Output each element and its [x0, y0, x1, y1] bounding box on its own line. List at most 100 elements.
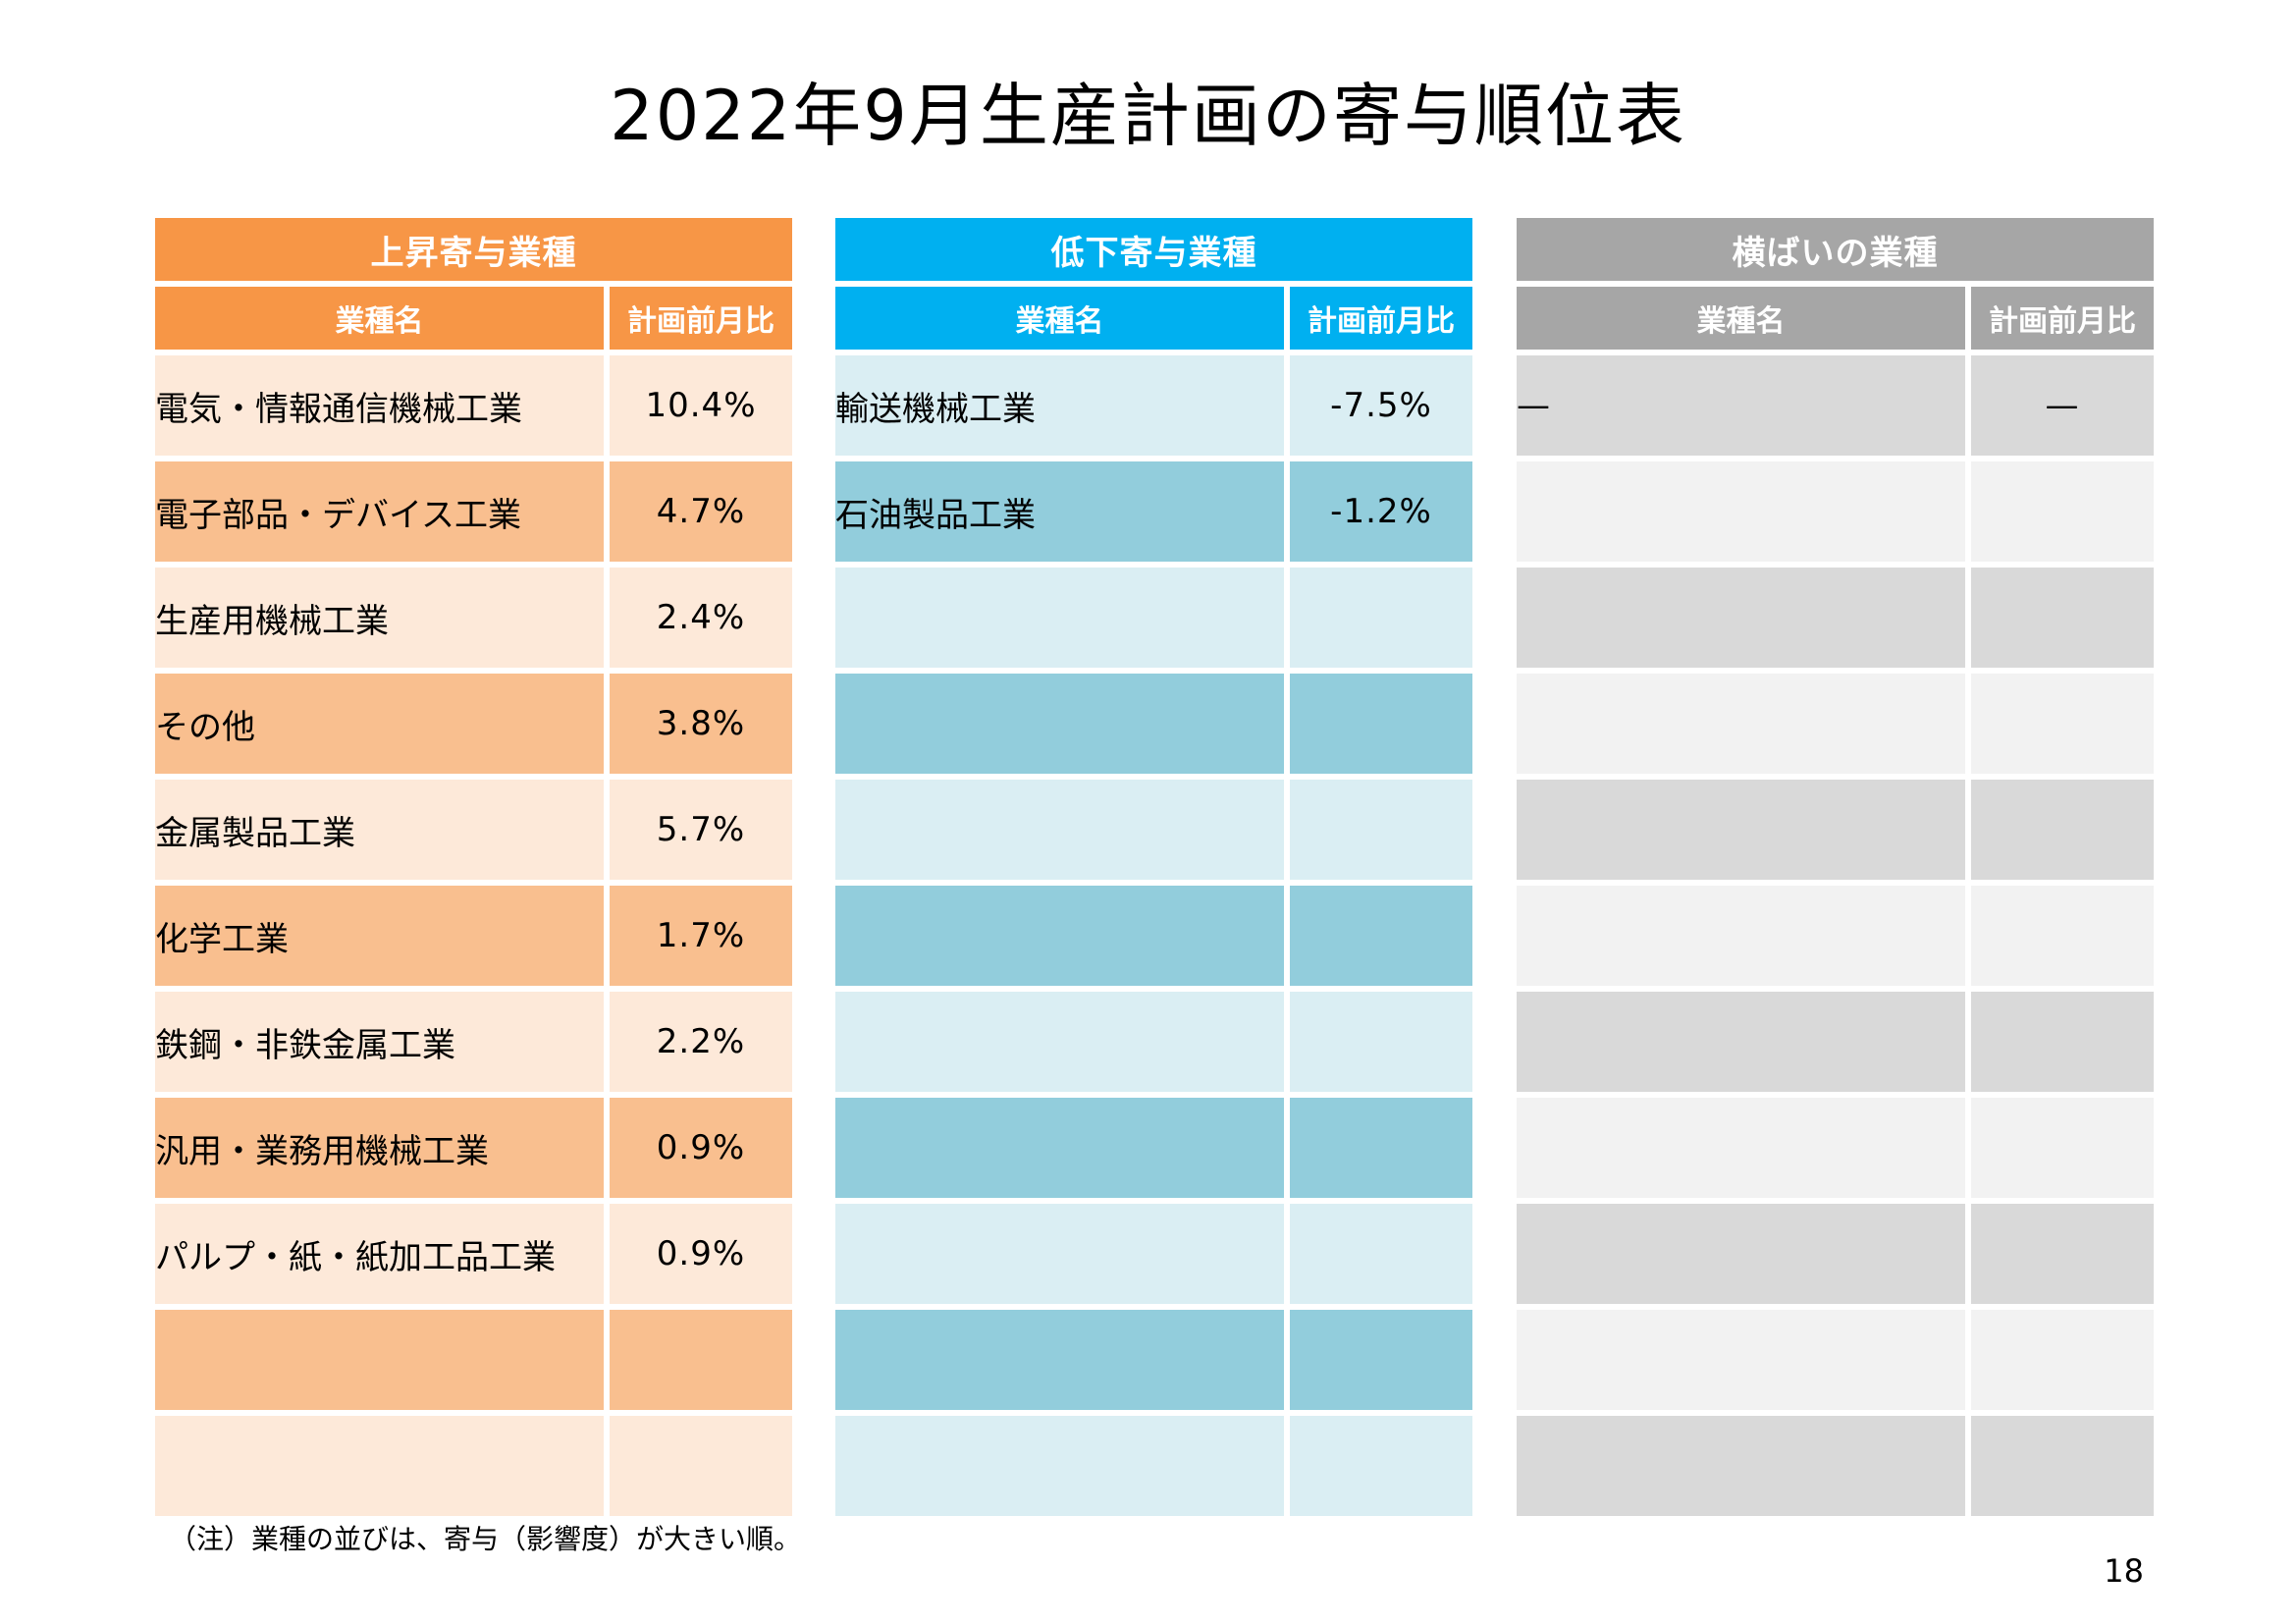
table-row: 汎用・業務用機械工業 0.9%: [155, 1098, 792, 1204]
table-row: 鉄鋼・非鉄金属工業 2.2%: [155, 992, 792, 1098]
down-contribution-table: 低下寄与業種 業種名 計画前月比 輸送機械工業 -7.5% 石油製品工業 -1.2%: [835, 218, 1472, 1522]
mom-ratio-cell: [1971, 568, 2154, 674]
table-row: パルプ・紙・紙加工品工業 0.9%: [155, 1204, 792, 1310]
industry-name-cell: [835, 1098, 1290, 1204]
up-table-title: 上昇寄与業種: [155, 218, 792, 287]
table-row: [1517, 1310, 2154, 1416]
table-row: [835, 674, 1472, 780]
industry-name-cell: 金属製品工業: [155, 780, 610, 886]
industry-name-cell: —: [1517, 355, 1971, 461]
industry-name-cell: [1517, 886, 1971, 992]
mom-ratio-cell: [1290, 992, 1472, 1098]
mom-ratio-cell: 3.8%: [610, 674, 792, 780]
flat-table-title: 横ばいの業種: [1517, 218, 2154, 287]
table-row: [1517, 1204, 2154, 1310]
industry-name-cell: [835, 886, 1290, 992]
industry-name-cell: 鉄鋼・非鉄金属工業: [155, 992, 610, 1098]
industry-name-cell: [1517, 1204, 1971, 1310]
footnote: （注）業種の並びは、寄与（影響度）が大きい順。: [169, 1523, 802, 1555]
page-number: 18: [2104, 1552, 2144, 1590]
industry-name-cell: [835, 568, 1290, 674]
mom-ratio-cell: [1971, 886, 2154, 992]
industry-name-cell: [835, 780, 1290, 886]
mom-ratio-cell: —: [1971, 355, 2154, 461]
table-row: [1517, 1098, 2154, 1204]
industry-name-cell: 石油製品工業: [835, 461, 1290, 568]
mom-ratio-cell: 2.4%: [610, 568, 792, 674]
table-row: その他 3.8%: [155, 674, 792, 780]
mom-ratio-cell: 10.4%: [610, 355, 792, 461]
mom-ratio-cell: [1290, 674, 1472, 780]
down-col-name-header: 業種名: [835, 287, 1290, 355]
industry-name-cell: 電気・情報通信機械工業: [155, 355, 610, 461]
table-row: 電子部品・デバイス工業 4.7%: [155, 461, 792, 568]
mom-ratio-cell: [1290, 568, 1472, 674]
table-row: [835, 1204, 1472, 1310]
mom-ratio-cell: 4.7%: [610, 461, 792, 568]
mom-ratio-cell: [1290, 1310, 1472, 1416]
mom-ratio-cell: [1290, 1098, 1472, 1204]
mom-ratio-cell: [1971, 1204, 2154, 1310]
table-row: 輸送機械工業 -7.5%: [835, 355, 1472, 461]
flat-col-value-header: 計画前月比: [1971, 287, 2154, 355]
up-col-value-header: 計画前月比: [610, 287, 792, 355]
industry-name-cell: [155, 1310, 610, 1416]
mom-ratio-cell: [1290, 886, 1472, 992]
mom-ratio-cell: [610, 1416, 792, 1522]
table-row: 電気・情報通信機械工業 10.4%: [155, 355, 792, 461]
mom-ratio-cell: 0.9%: [610, 1204, 792, 1310]
industry-name-cell: [835, 992, 1290, 1098]
industry-name-cell: [1517, 461, 1971, 568]
mom-ratio-cell: [1971, 1098, 2154, 1204]
industry-name-cell: [1517, 1098, 1971, 1204]
table-row: 化学工業 1.7%: [155, 886, 792, 992]
mom-ratio-cell: -1.2%: [1290, 461, 1472, 568]
table-row: [835, 1310, 1472, 1416]
industry-name-cell: パルプ・紙・紙加工品工業: [155, 1204, 610, 1310]
mom-ratio-cell: [1971, 674, 2154, 780]
table-row: 生産用機械工業 2.4%: [155, 568, 792, 674]
industry-name-cell: 輸送機械工業: [835, 355, 1290, 461]
table-row: 石油製品工業 -1.2%: [835, 461, 1472, 568]
industry-name-cell: [1517, 568, 1971, 674]
industry-name-cell: [1517, 1310, 1971, 1416]
mom-ratio-cell: [610, 1310, 792, 1416]
table-row: [1517, 674, 2154, 780]
table-row: [1517, 780, 2154, 886]
industry-name-cell: [835, 1416, 1290, 1522]
mom-ratio-cell: [1971, 461, 2154, 568]
industry-name-cell: [1517, 1416, 1971, 1522]
table-row: [835, 1098, 1472, 1204]
page-title: 2022年9月生産計画の寄与順位表: [610, 76, 1686, 156]
mom-ratio-cell: 2.2%: [610, 992, 792, 1098]
mom-ratio-cell: [1290, 1416, 1472, 1522]
flat-industry-table: 横ばいの業種 業種名 計画前月比 — —: [1517, 218, 2154, 1522]
table-row: [1517, 568, 2154, 674]
table-row: [155, 1416, 792, 1522]
table-row: [835, 1416, 1472, 1522]
table-row: [835, 568, 1472, 674]
table-row: [1517, 886, 2154, 992]
industry-name-cell: [835, 674, 1290, 780]
table-row: [835, 780, 1472, 886]
industry-name-cell: [1517, 992, 1971, 1098]
mom-ratio-cell: [1971, 1416, 2154, 1522]
table-row: 金属製品工業 5.7%: [155, 780, 792, 886]
mom-ratio-cell: 0.9%: [610, 1098, 792, 1204]
industry-name-cell: 化学工業: [155, 886, 610, 992]
industry-name-cell: 生産用機械工業: [155, 568, 610, 674]
mom-ratio-cell: [1290, 780, 1472, 886]
industry-name-cell: [1517, 780, 1971, 886]
industry-name-cell: [835, 1310, 1290, 1416]
mom-ratio-cell: 1.7%: [610, 886, 792, 992]
table-row: [155, 1310, 792, 1416]
table-row: [1517, 461, 2154, 568]
mom-ratio-cell: [1290, 1204, 1472, 1310]
industry-name-cell: その他: [155, 674, 610, 780]
table-row: [1517, 992, 2154, 1098]
table-row: — —: [1517, 355, 2154, 461]
down-col-value-header: 計画前月比: [1290, 287, 1472, 355]
mom-ratio-cell: [1971, 780, 2154, 886]
flat-col-name-header: 業種名: [1517, 287, 1971, 355]
industry-name-cell: [835, 1204, 1290, 1310]
